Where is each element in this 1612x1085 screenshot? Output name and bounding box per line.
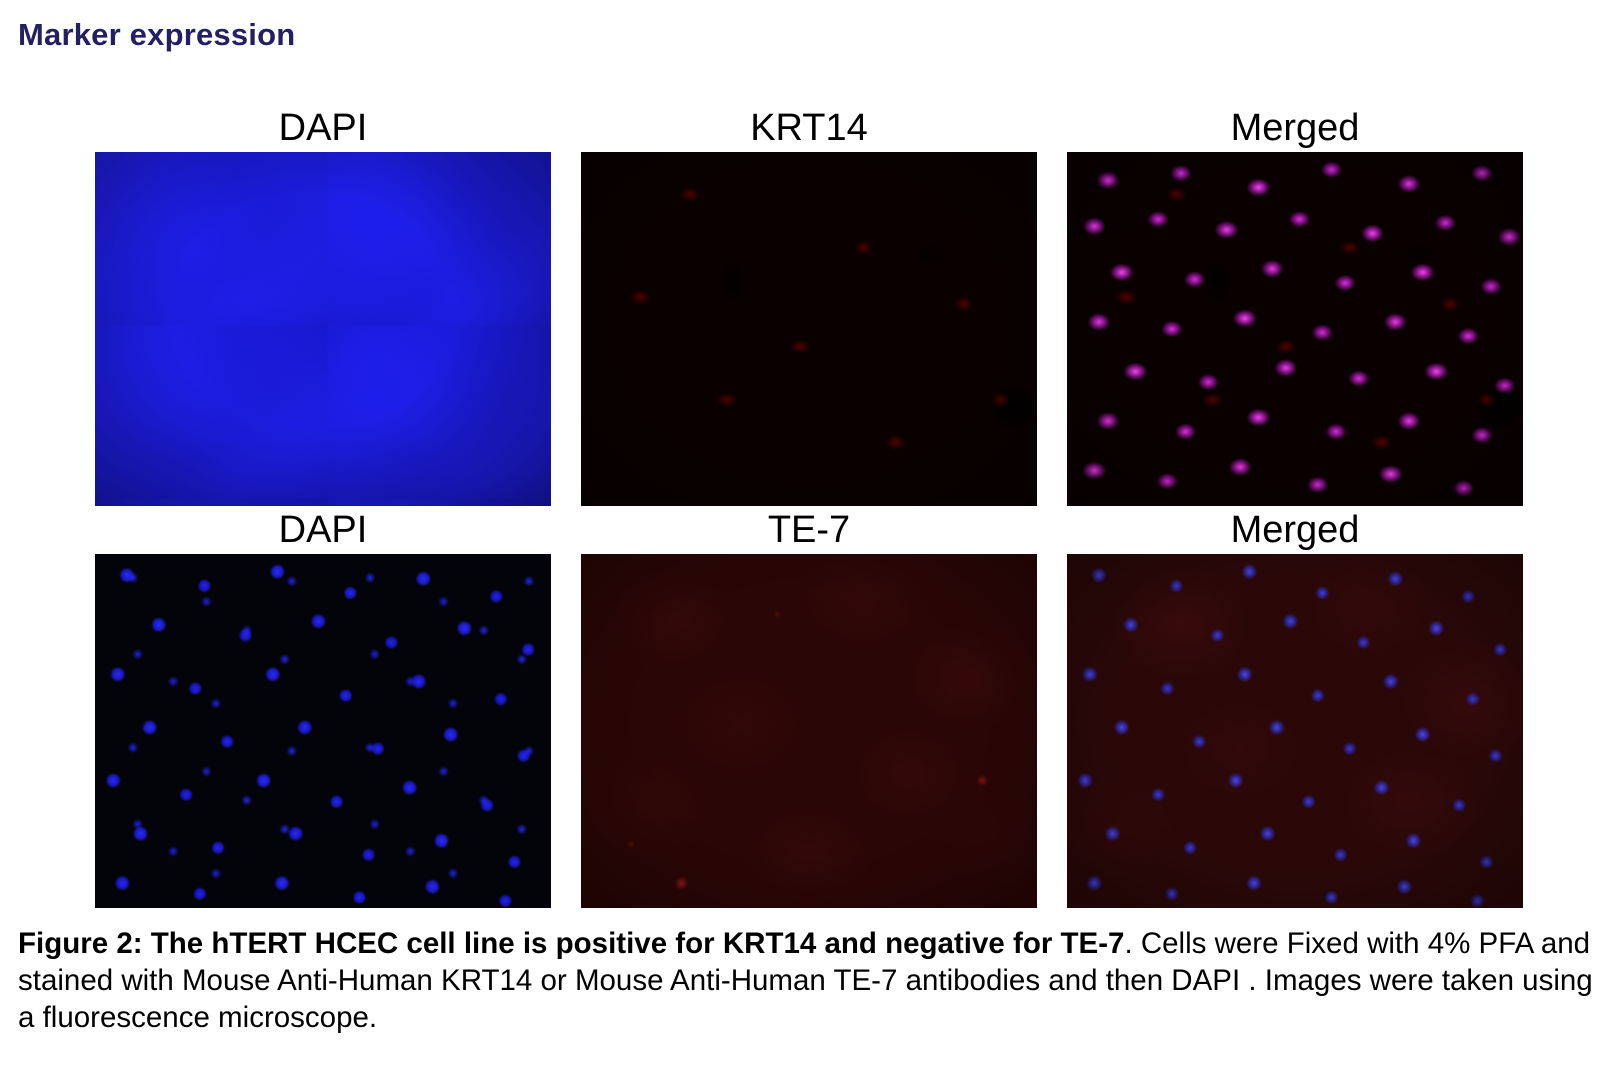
panel-label-dapi-top: DAPI	[278, 107, 368, 149]
dapi-nuclei-layer-secondary	[95, 152, 551, 506]
panel-label-merged-top: Merged	[1230, 107, 1360, 149]
vignette-overlay	[581, 554, 1037, 908]
panel-label-merged-bottom: Merged	[1230, 509, 1360, 551]
panel-cell-dapi-krt14row: DAPI	[95, 104, 551, 506]
panel-row-krt14: DAPI KRT14 Merged	[95, 104, 1523, 506]
micrograph-krt14[interactable]	[581, 152, 1037, 506]
dapi-nuclei-layer-secondary	[95, 554, 551, 908]
te7-background-layer	[581, 554, 1037, 908]
panel-row-te7: DAPI TE-7 Merged	[95, 506, 1523, 908]
krt14-cytoplasm-detail-layer	[581, 152, 1037, 506]
micrograph-dapi-bottom[interactable]	[95, 554, 551, 908]
panel-cell-te7: TE-7	[581, 506, 1037, 908]
figure-caption-bold: Figure 2: The hTERT HCEC cell line is po…	[18, 927, 1125, 960]
micrograph-merged-bottom[interactable]	[1067, 554, 1523, 908]
micrograph-te7[interactable]	[581, 554, 1037, 908]
panel-cell-krt14: KRT14	[581, 104, 1037, 506]
merged-nuclei-layer	[1067, 554, 1523, 908]
panel-cell-merged-te7row: Merged	[1067, 506, 1523, 908]
vignette-overlay	[95, 152, 551, 506]
vignette-overlay	[581, 152, 1037, 506]
panel-cell-merged-krt14row: Merged	[1067, 104, 1523, 506]
figure-panel-grid: DAPI KRT14 Merged	[95, 104, 1523, 908]
panel-label-te7: TE-7	[767, 509, 851, 551]
page-title: Marker expression	[18, 17, 296, 52]
micrograph-dapi-top[interactable]	[95, 152, 551, 506]
micrograph-merged-top[interactable]	[1067, 152, 1523, 506]
panel-cell-dapi-te7row: DAPI	[95, 506, 551, 908]
merged-nuclei-layer	[1067, 152, 1523, 506]
vignette-overlay	[1067, 152, 1523, 506]
vignette-overlay	[1067, 554, 1523, 908]
figure-caption: Figure 2: The hTERT HCEC cell line is po…	[18, 925, 1603, 1036]
panel-label-dapi-bottom: DAPI	[278, 509, 368, 551]
panel-label-krt14: KRT14	[750, 107, 868, 149]
figure-caption-body: . Cells were Fixed with 4% PFA and stain…	[18, 927, 1593, 1034]
